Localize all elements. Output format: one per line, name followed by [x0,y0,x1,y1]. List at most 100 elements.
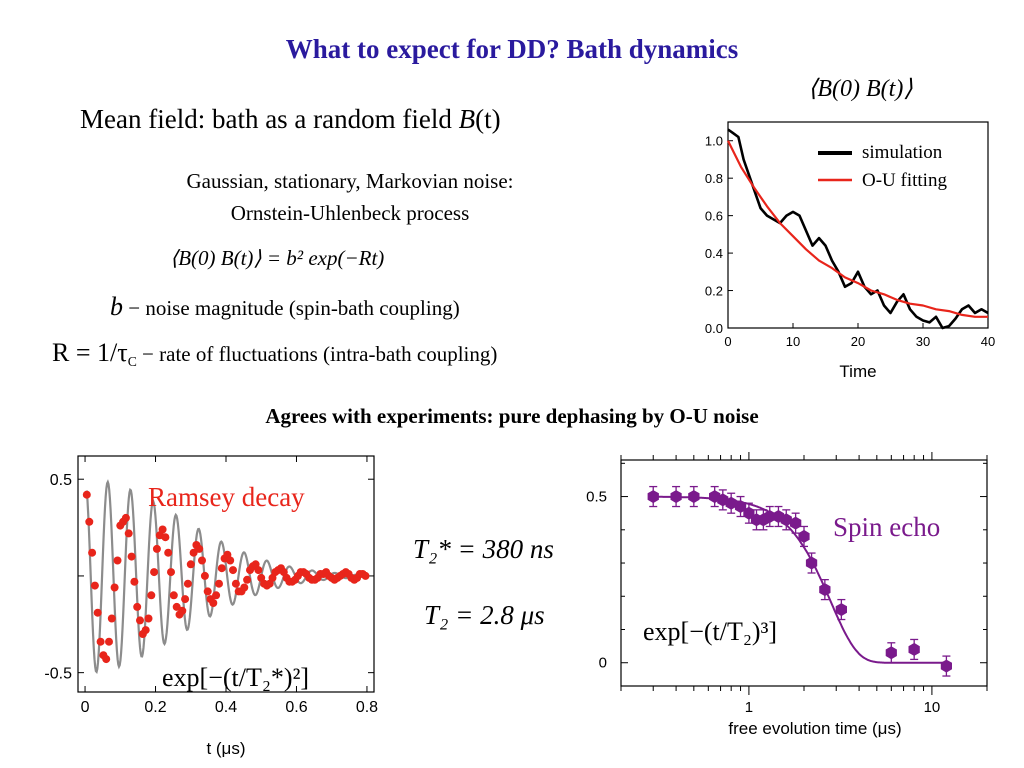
slide-title: What to expect for DD? Bath dynamics [285,34,739,64]
spin-echo-data-point [688,490,700,504]
spin-echo-data-point [940,659,952,673]
correlation-chart-title: ⟨B(0) B(t)⟩ [808,76,913,102]
spin-echo-data-point [780,513,792,527]
y-tick-label: 0.6 [705,209,723,224]
x-tick-label: 0.4 [215,699,237,716]
y-tick-label: -0.5 [44,666,72,683]
noise-line-1: Gaussian, stationary, Markovian noise: [186,169,514,193]
spin-echo-title: Spin echo [833,512,940,542]
ramsey-data-point [243,575,252,584]
ramsey-data-point [198,556,206,565]
ramsey-title: Ramsey decay [148,482,305,512]
ramsey-data-point [254,566,263,575]
ramsey-data-point [124,529,133,538]
spin-echo-fit-formula: exp[−(t/T₂)³] [643,617,777,646]
x-tick-label: 0.2 [144,699,166,716]
ramsey-data-point [229,566,237,575]
y-tick-label: 0.0 [705,321,723,336]
mean-field-text: Mean field: bath as a random field [80,104,459,134]
ramsey-data-point [226,556,235,565]
ramsey-data-point [150,568,159,577]
noise-description: Gaussian, stationary, Markovian noise: O… [60,165,640,229]
y-tick-label: 0.5 [50,472,72,489]
b-description: − noise magnitude (spin-bath coupling) [123,296,460,320]
ramsey-data-point [240,583,249,592]
x-tick-label: 30 [916,334,930,349]
ramsey-data-point [186,560,195,569]
ramsey-data-point [361,571,370,580]
ramsey-x-axis-label: t (μs) [206,739,245,758]
b-definition: b − noise magnitude (spin-bath coupling) [110,292,460,322]
ramsey-data-point [183,579,192,588]
ramsey-data-point [178,606,187,615]
y-tick-label: 1.0 [705,134,723,149]
simulation-series-line [727,128,989,330]
t2-star-value: T₂* = 380 ns [413,534,554,564]
spin-echo-data-point [647,490,659,504]
correlation-equation: ⟨B(0) B(t)⟩ = b² exp(−Rt) [170,246,385,270]
ramsey-data-point [90,581,99,590]
t2-value: T₂ = 2.8 μs [424,600,545,630]
y-tick-label: 0.2 [705,284,723,299]
x-tick-label: 0.6 [285,699,307,716]
y-tick-label: 0.4 [705,246,723,261]
ramsey-data-point [158,525,167,534]
ramsey-data-point [93,608,102,617]
ramsey-data-point [164,548,173,557]
spin-echo-data-point [790,516,802,530]
ramsey-data-point [203,587,212,596]
spin-echo-data-point [725,496,737,510]
spin-echo-data-point [819,583,831,597]
ramsey-chart: 0 0.2 0.4 0.6 0.8 0.5 -0.5 Ramsey decay exp[−(… [44,455,378,758]
correlation-plot-frame [727,121,989,329]
ramsey-data-point [195,544,204,553]
spin-echo-data-point [885,646,897,660]
spin-echo-fit-curve [653,495,950,664]
ramsey-data-point [172,602,181,611]
spin-echo-data-point [908,642,920,656]
ramsey-data-point [102,655,111,664]
legend-ou-label: O-U fitting [862,170,947,191]
ramsey-data-point [212,591,221,600]
ramsey-data-point [161,533,170,542]
ramsey-data-point [82,490,91,499]
spin-echo-data-point [835,603,847,617]
y-tick-label: 0 [599,655,607,672]
ramsey-data-point [147,591,156,600]
ramsey-data-point [85,517,94,526]
ramsey-data-point [209,599,218,607]
ramsey-data-point [110,583,119,592]
x-tick-label: 20 [851,334,865,349]
spin-echo-data-point [734,500,747,513]
mean-field-symbol: B [458,104,476,134]
spin-echo-data-point [764,510,776,523]
ramsey-data-point [231,579,240,588]
r-description: − rate of fluctuations (intra-bath coupl… [136,342,498,366]
ramsey-data-point [189,548,198,557]
ramsey-data-point [133,602,142,611]
ramsey-data-point [130,577,139,586]
ramsey-data-point [215,579,223,588]
ramsey-data-point [217,564,226,573]
ou-fit-series-line [727,140,988,318]
ramsey-data-point [88,548,97,557]
spin-echo-data-point [805,556,818,570]
ramsey-data-point [127,552,136,561]
ramsey-data-point [141,626,150,635]
spin-echo-chart: 1 10 0.5 0 Spin echo exp[−(t/T₂)³] free evo… [586,452,988,738]
ramsey-data-point [121,513,130,522]
x-tick-label: 40 [981,334,995,349]
y-tick-label: 0.5 [586,489,607,506]
x-tick-label: 10 [924,699,941,716]
ramsey-data-point [96,637,105,646]
spin-echo-data-point [798,529,810,543]
r-symbol: R = 1/τ [52,338,128,367]
ramsey-data-point [136,616,144,625]
x-tick-label: 1 [745,699,753,716]
correlation-x-axis-label: Time [839,362,876,381]
ramsey-data-point [200,571,209,580]
ramsey-fit-formula: exp[−(t/T₂*)²] [162,663,309,692]
ramsey-data-point [144,614,153,623]
r-subscript: C [127,354,137,370]
ramsey-data-point [169,591,178,600]
